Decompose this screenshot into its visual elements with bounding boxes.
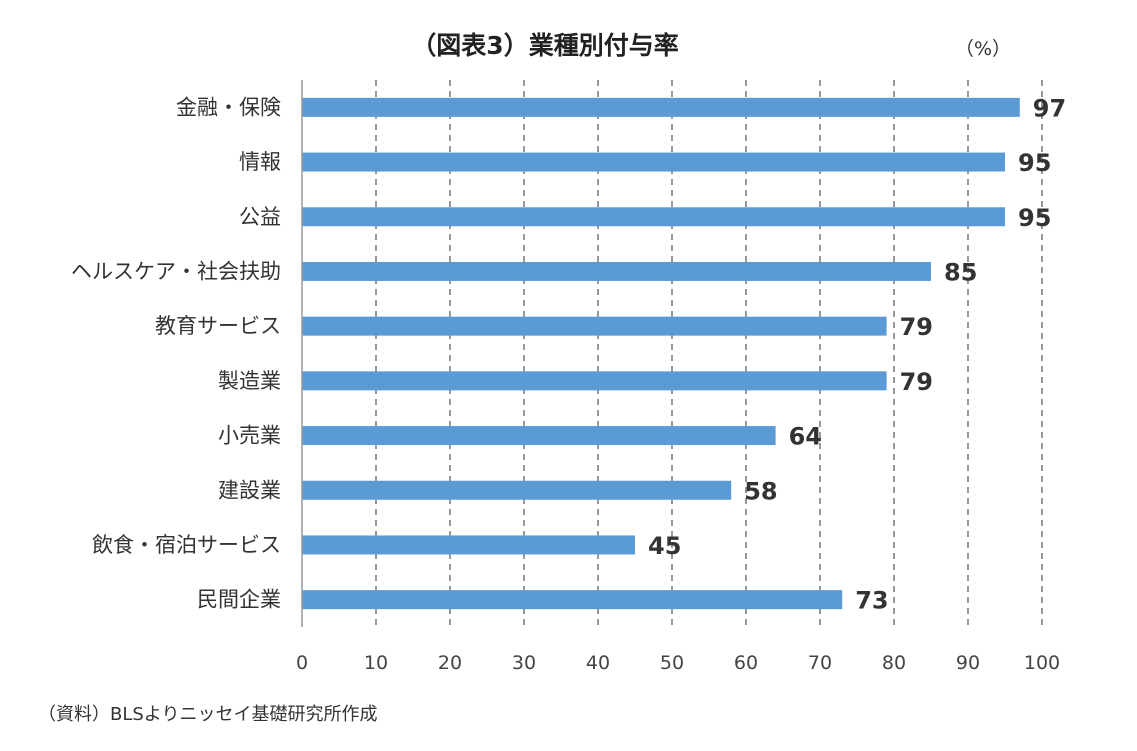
value-label-3: 85: [944, 258, 977, 286]
value-label-4: 79: [900, 313, 933, 341]
bars: [302, 97, 1020, 610]
category-label-7: 建設業: [218, 478, 281, 502]
value-label-9: 73: [855, 587, 888, 615]
category-label-1: 情報: [239, 150, 281, 174]
bar-0: [302, 97, 1020, 117]
x-tick-label-50: 50: [660, 652, 684, 674]
value-label-7: 58: [744, 477, 777, 505]
bar-7: [302, 480, 732, 500]
bar-3: [302, 261, 931, 281]
category-label-8: 飲食・宿泊サービス: [92, 533, 281, 557]
category-label-2: 公益: [239, 205, 281, 229]
x-tick-label-80: 80: [882, 652, 906, 674]
x-tick-label-0: 0: [296, 652, 308, 674]
value-label-2: 95: [1018, 204, 1051, 232]
unit-label: （%）: [955, 38, 1012, 60]
category-label-5: 製造業: [218, 369, 281, 393]
value-label-6: 64: [789, 423, 822, 451]
category-label-0: 金融・保険: [176, 95, 281, 119]
source-note: （資料）BLSよりニッセイ基礎研究所作成: [38, 704, 378, 725]
x-tick-label-100: 100: [1024, 652, 1060, 674]
x-tick-label-40: 40: [586, 652, 610, 674]
x-tick-label-10: 10: [364, 652, 388, 674]
bar-1: [302, 152, 1005, 172]
bar-2: [302, 207, 1005, 227]
value-label-1: 95: [1018, 149, 1051, 177]
bar-8: [302, 535, 635, 555]
value-label-5: 79: [900, 368, 933, 396]
bar-6: [302, 426, 776, 446]
labels: 0 10 20 30 40 50 60 70 80 90 100 金融・保険 97 情報 95 公益 95 ヘルス…: [71, 94, 1066, 674]
bar-4: [302, 316, 887, 336]
value-label-0: 97: [1033, 94, 1066, 122]
chart-title: （図表3）業種別付与率: [411, 31, 679, 60]
category-label-4: 教育サービス: [155, 314, 281, 338]
bar-9: [302, 590, 843, 610]
category-label-3: ヘルスケア・社会扶助: [71, 259, 281, 283]
category-label-6: 小売業: [218, 424, 281, 448]
x-tick-label-60: 60: [734, 652, 758, 674]
x-tick-label-20: 20: [438, 652, 462, 674]
x-tick-label-90: 90: [956, 652, 980, 674]
x-tick-label-30: 30: [512, 652, 536, 674]
value-label-8: 45: [648, 532, 681, 560]
bar-5: [302, 371, 887, 391]
x-tick-label-70: 70: [808, 652, 832, 674]
category-label-9: 民間企業: [197, 588, 281, 612]
